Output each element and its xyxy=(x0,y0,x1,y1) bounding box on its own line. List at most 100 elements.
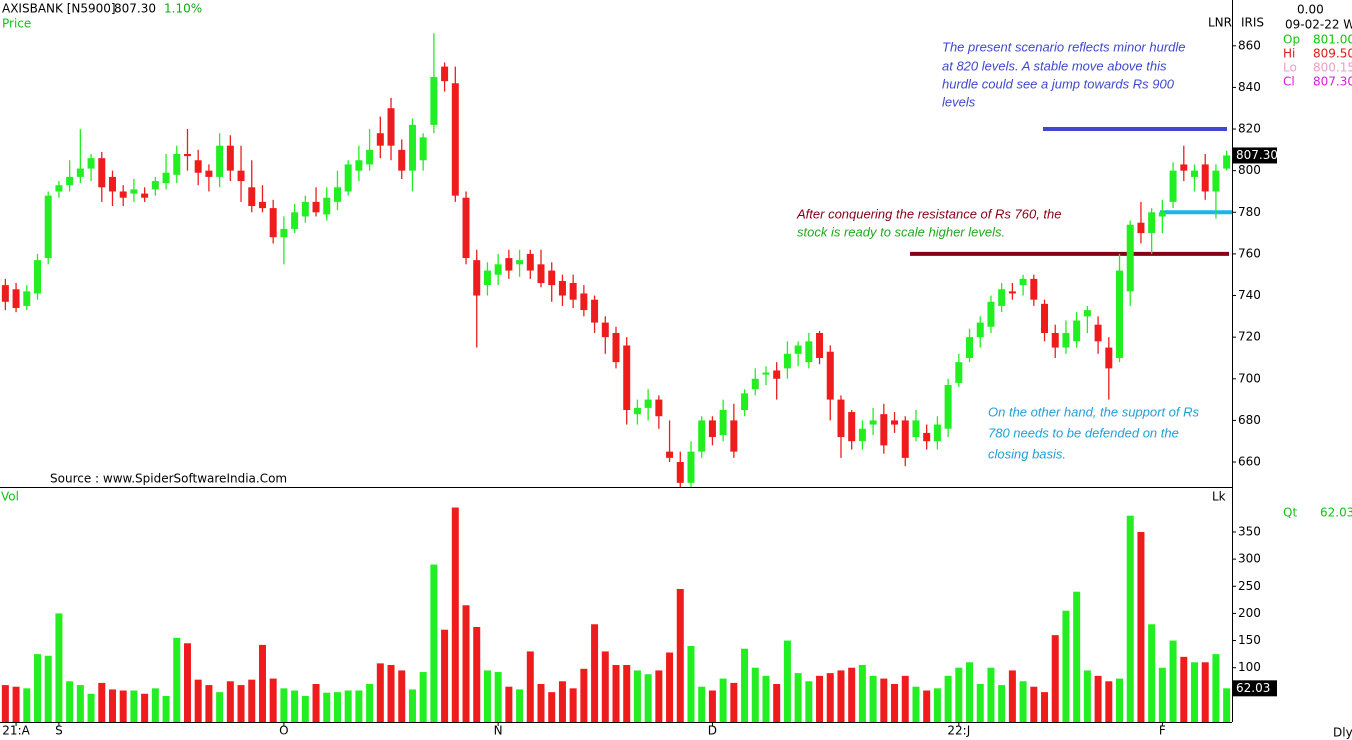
x-tick-label: 21:A xyxy=(2,724,30,738)
volume-bar xyxy=(1148,624,1156,722)
candle-body xyxy=(33,260,41,294)
candle-body xyxy=(676,462,684,483)
lnr: LNR xyxy=(1208,16,1232,30)
volume-bar xyxy=(537,683,545,722)
volume-bar xyxy=(333,692,341,722)
volume-bar xyxy=(1030,686,1038,722)
candle-body xyxy=(773,370,781,379)
volume-bar xyxy=(623,664,631,722)
candle-body xyxy=(580,293,588,311)
volume-bar xyxy=(355,690,363,722)
volume-bar xyxy=(676,588,684,722)
volume-bar xyxy=(516,689,524,722)
qt-label: Qt xyxy=(1283,506,1297,520)
candle-body xyxy=(751,378,759,390)
candle-body xyxy=(1169,170,1177,202)
volume-bar xyxy=(376,663,384,722)
candle-body xyxy=(258,201,266,209)
candle-body xyxy=(955,362,963,383)
volume-bar xyxy=(580,668,588,722)
candle-body xyxy=(66,176,74,186)
candle-body xyxy=(301,201,309,217)
candle-body xyxy=(923,432,931,442)
volume-bar xyxy=(719,678,727,722)
volume-bar xyxy=(183,643,191,722)
symbol: AXISBANK [N5900] xyxy=(2,2,116,16)
last-price-label: 807.30 xyxy=(1236,148,1278,162)
volume-bar xyxy=(933,688,941,722)
y-tick-label: 700 xyxy=(1238,371,1261,385)
candle-body xyxy=(569,283,577,300)
volume-label: Vol xyxy=(1,490,19,504)
candle-body xyxy=(194,160,202,173)
candle-body xyxy=(880,414,888,446)
volume-bar xyxy=(119,690,127,722)
volume-bar xyxy=(591,624,599,722)
volume-bar xyxy=(430,564,438,722)
candle-body xyxy=(1083,310,1091,317)
volume-bar xyxy=(1019,681,1027,722)
volume-bar xyxy=(923,690,931,722)
candle-body xyxy=(483,270,491,286)
candle-body xyxy=(119,191,127,198)
annotation: The present scenario reflects minor hurd… xyxy=(942,39,1186,54)
candle-body xyxy=(794,345,802,354)
volume-tick-label: 200 xyxy=(1238,606,1261,620)
lk: Lk xyxy=(1212,490,1226,504)
volume-bar xyxy=(1083,670,1091,722)
candle-body xyxy=(730,420,738,452)
candle-body xyxy=(891,420,899,425)
candle-body xyxy=(998,289,1006,306)
volume-bar xyxy=(301,695,309,722)
y-tick-label: 680 xyxy=(1238,413,1261,427)
annotation: at 820 levels. A stable move above this xyxy=(942,58,1167,73)
candle-body xyxy=(816,332,824,358)
change: 1.10% xyxy=(164,2,202,16)
candle-body xyxy=(558,280,566,296)
volume-bar xyxy=(258,644,266,722)
volume-bar xyxy=(462,605,470,722)
candle-body xyxy=(708,420,716,438)
candle-body xyxy=(1094,324,1102,342)
volume-bar xyxy=(312,683,320,722)
volume-bar xyxy=(248,679,256,722)
candle-body xyxy=(719,409,727,435)
candle-body xyxy=(462,197,470,259)
candle-body xyxy=(1062,332,1070,348)
volume-bar xyxy=(998,685,1006,722)
volume-bar xyxy=(783,640,791,722)
candle-body xyxy=(1191,170,1199,177)
period: Dly xyxy=(1333,726,1352,740)
candle-body xyxy=(1137,222,1145,234)
panel-label: Price xyxy=(2,17,31,31)
volume-bar xyxy=(773,683,781,722)
volume-bar xyxy=(955,667,963,722)
volume-bar xyxy=(451,507,459,722)
lo-value: 800.15 xyxy=(1313,61,1352,75)
candle-body xyxy=(151,181,159,190)
candle-body xyxy=(162,172,170,184)
volume-bar xyxy=(1201,662,1209,722)
volume-bar xyxy=(569,688,577,722)
candle-body xyxy=(826,351,834,400)
volume-bar xyxy=(526,651,534,722)
volume-bar xyxy=(1116,678,1124,722)
volume-bar xyxy=(666,652,674,722)
volume-bar xyxy=(633,670,641,722)
op-value: 801.00 xyxy=(1313,33,1352,47)
candle-body xyxy=(944,385,952,429)
volume-bar xyxy=(1223,688,1231,722)
candle-body xyxy=(494,264,502,275)
last-volume-label: 62.03 xyxy=(1236,681,1270,695)
volume-bar xyxy=(55,613,63,722)
volume-bar xyxy=(44,655,52,722)
volume-bar xyxy=(987,667,995,722)
volume-tick-label: 100 xyxy=(1238,660,1261,674)
volume-bar xyxy=(494,672,502,722)
annotation: After conquering the resistance of Rs 76… xyxy=(796,206,1062,221)
candle-body xyxy=(398,149,406,171)
candle-body xyxy=(783,353,791,369)
y-tick-label: 740 xyxy=(1238,288,1261,302)
candle-body xyxy=(1126,224,1134,292)
candle-body xyxy=(612,332,620,363)
